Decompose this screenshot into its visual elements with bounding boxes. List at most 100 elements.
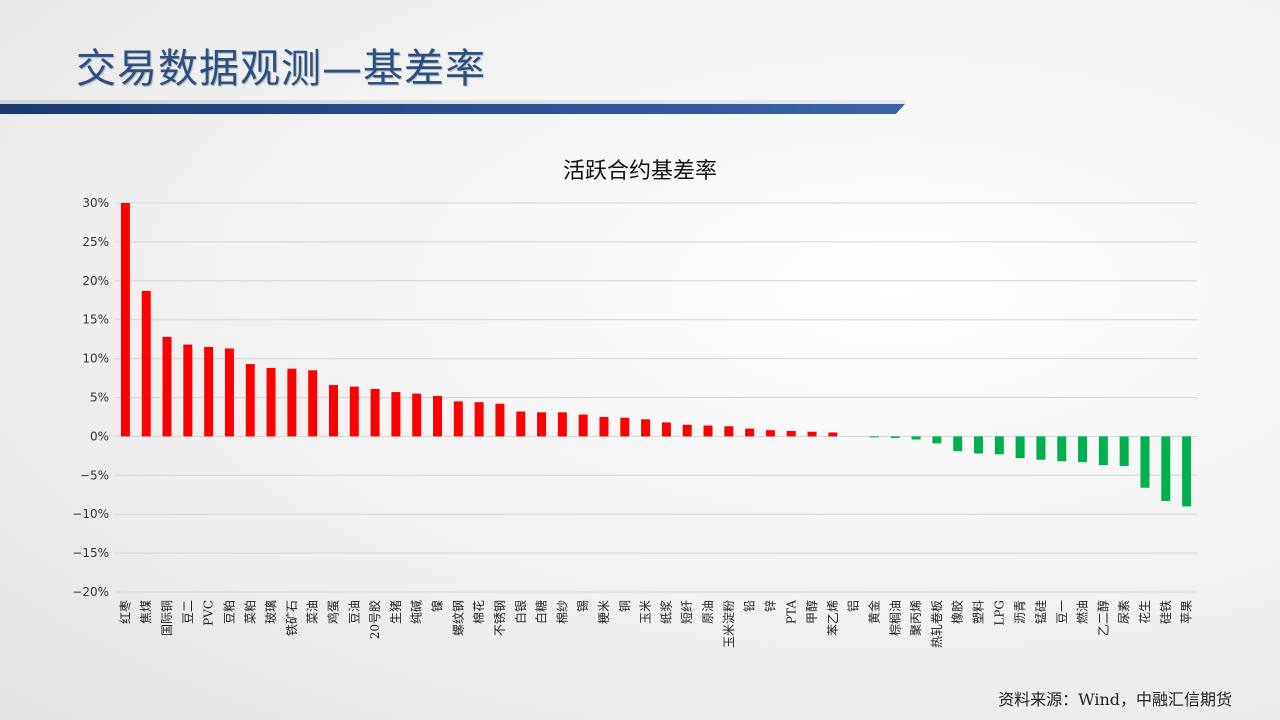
bar (474, 402, 484, 437)
x-tick-label: 铁矿石 (285, 600, 299, 636)
x-tick-label: 焦煤 (139, 600, 153, 624)
x-tick-label: 塑料 (971, 600, 986, 624)
x-tick-label: 沥青 (1013, 600, 1027, 624)
x-tick-label: 纸浆 (658, 600, 673, 624)
x-tick-label: PVC (202, 600, 216, 626)
x-tick-label: 硅铁 (1159, 600, 1173, 624)
bar (994, 436, 1004, 455)
bar (703, 425, 713, 437)
x-tick-label: 锌 (763, 600, 777, 612)
x-tick-label: 黄金 (866, 600, 881, 624)
bar (266, 367, 276, 437)
bar (786, 430, 796, 437)
bar (682, 424, 692, 437)
x-tick-label: LPG (992, 600, 1006, 626)
x-tick-label: 玻璃 (264, 600, 278, 624)
bar (328, 385, 338, 437)
x-tick-label: 菜油 (306, 600, 320, 624)
bar (162, 336, 172, 437)
x-tick-label: 镍 (431, 600, 445, 612)
bar (599, 416, 609, 437)
y-tick-label: 5% (90, 391, 109, 405)
y-tick-label: 20% (82, 274, 109, 288)
bar (391, 392, 401, 437)
bar (1161, 436, 1171, 501)
y-tick-label: 10% (82, 352, 109, 366)
x-tick-label: 生猪 (389, 600, 403, 624)
bar (516, 411, 526, 437)
y-tick-label: −5% (80, 468, 109, 482)
x-tick-label: 玉米淀粉 (722, 600, 736, 648)
y-tick-label: 25% (82, 235, 109, 249)
bar (911, 436, 921, 440)
x-tick-label: 纯碱 (410, 600, 424, 624)
x-tick-label: 白银 (513, 600, 528, 624)
y-tick-label: −20% (72, 585, 109, 599)
bar (141, 290, 151, 437)
x-tick-label: 甲醇 (804, 600, 819, 624)
bar (578, 414, 588, 437)
bar (245, 364, 255, 437)
x-tick-label: 20号胶 (367, 600, 382, 639)
x-tick-label: 棕榈油 (887, 600, 902, 636)
x-tick-label: 豆二 (181, 600, 195, 624)
x-tick-label: 短纤 (680, 600, 694, 624)
y-tick-label: 15% (82, 313, 109, 327)
x-tick-label: 尿素 (1117, 600, 1131, 624)
bar (807, 431, 817, 437)
chart-title: 活跃合约基差率 (563, 159, 717, 184)
x-tick-label: 菜粕 (242, 600, 257, 624)
x-tick-label: 热轧卷板 (929, 600, 944, 648)
x-tick-label: PTA (784, 600, 798, 624)
x-tick-label: 红枣 (117, 600, 132, 624)
x-tick-label: 原油 (701, 600, 715, 624)
bar (1078, 436, 1088, 463)
x-tick-label: 花生 (1137, 600, 1152, 624)
x-tick-label: 聚丙烯 (909, 600, 923, 636)
bar (974, 436, 984, 454)
bar (1036, 436, 1046, 460)
y-axis-ticks: 30% 25% 20% 15% 10% 5% 0% −5% −10% −15% −20% (72, 196, 109, 599)
bar (1098, 436, 1108, 466)
x-tick-label: 铅 (743, 600, 757, 612)
title-rule-highlight (0, 100, 905, 104)
x-tick-label: 燃油 (1075, 600, 1090, 624)
x-tick-label: 苯乙烯 (826, 600, 840, 636)
bar (953, 436, 963, 452)
x-tick-label: 锡 (575, 600, 590, 612)
x-tick-label: 白糖 (534, 600, 549, 624)
y-tick-label: 0% (90, 429, 109, 443)
bar (1119, 436, 1129, 466)
x-tick-label: 锰硅 (1033, 600, 1048, 624)
bar (204, 346, 214, 437)
bar (453, 401, 463, 437)
bar (1015, 436, 1025, 459)
x-tick-label: 豆油 (347, 600, 361, 624)
x-tick-label: 鸡蛋 (325, 600, 340, 624)
bars (120, 203, 1192, 507)
bar (412, 393, 422, 437)
y-tick-label: −10% (72, 507, 109, 521)
x-tick-label: 玉米 (639, 600, 653, 624)
bar (828, 432, 838, 437)
bar (745, 428, 755, 437)
y-tick-label: 30% (82, 196, 109, 210)
bar (120, 203, 130, 437)
x-tick-label: 螺纹钢 (451, 600, 465, 636)
x-tick-label: 铜 (617, 600, 632, 612)
bar (869, 436, 879, 438)
x-tick-label: 豆一 (1055, 600, 1069, 624)
bar (1140, 436, 1150, 488)
x-axis-labels: 红枣 焦煤 国际铜 豆二 PVC 豆粕 菜粕 玻璃 铁矿石 菜油 鸡蛋 豆油 20号胶 生猪 纯碱镍螺纹钢棉… (117, 600, 1193, 648)
x-tick-label: 不锈钢 (493, 600, 507, 636)
bar (620, 417, 630, 437)
bar (183, 344, 193, 437)
bar (370, 388, 380, 437)
bar (495, 403, 505, 437)
bar (724, 426, 734, 437)
title-rule (0, 104, 905, 114)
bar (433, 395, 443, 437)
x-tick-label: 苹果 (1180, 600, 1194, 624)
